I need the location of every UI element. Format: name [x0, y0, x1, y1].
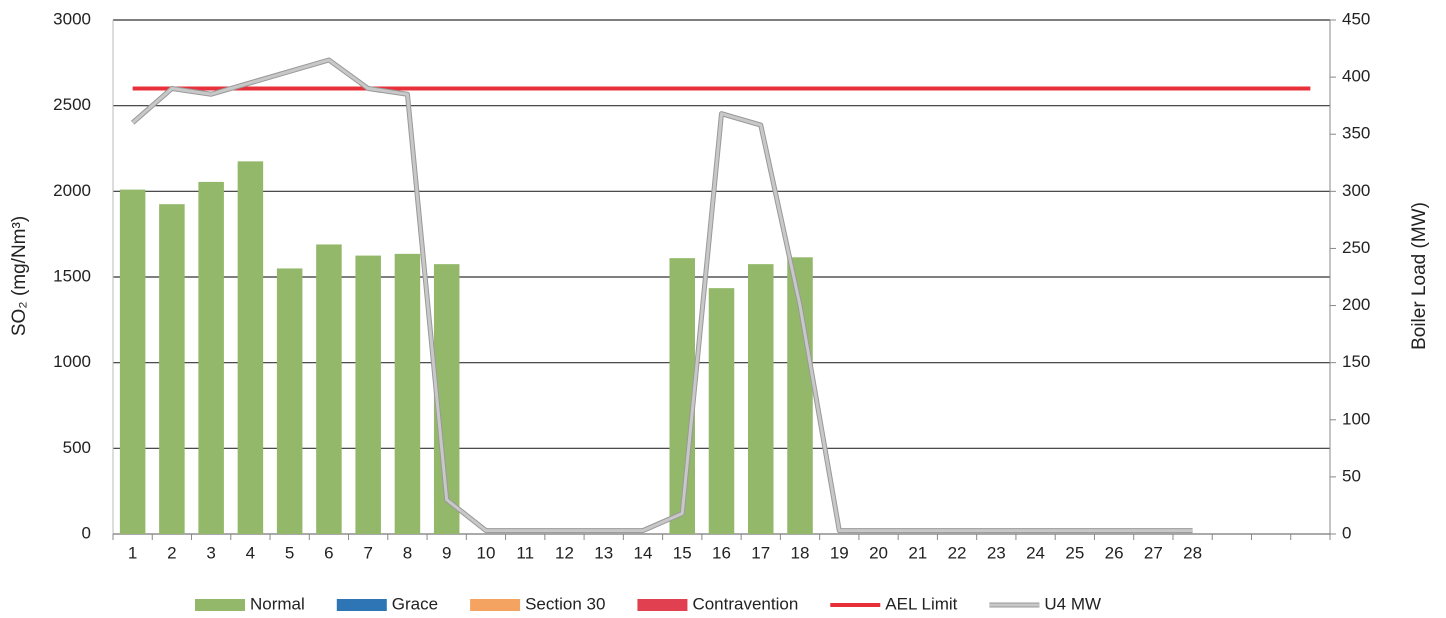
- x-tick-label: 1: [128, 543, 137, 562]
- bar: [119, 189, 146, 534]
- x-tick-label: 17: [751, 543, 770, 562]
- legend-label: U4 MW: [1044, 594, 1101, 613]
- x-tick-label: 14: [634, 543, 653, 562]
- bar: [237, 161, 264, 534]
- y2-tick-label: 450: [1342, 9, 1370, 28]
- bar: [708, 288, 735, 534]
- y-tick-label: 2500: [53, 95, 91, 114]
- x-tick-label: 16: [712, 543, 731, 562]
- x-tick-label: 2: [167, 543, 176, 562]
- x-tick-label: 24: [1026, 543, 1045, 562]
- legend-swatch: [195, 599, 245, 611]
- legend-label: AEL Limit: [885, 594, 957, 613]
- y-tick-label: 1500: [53, 266, 91, 285]
- x-tick-label: 18: [791, 543, 810, 562]
- y-axis-title: SO₂ (mg/Nm³): [9, 216, 30, 336]
- x-tick-label: 10: [476, 543, 495, 562]
- x-tick-label: 4: [246, 543, 255, 562]
- y-tick-label: 3000: [53, 9, 91, 28]
- x-tick-label: 3: [206, 543, 215, 562]
- y2-tick-label: 150: [1342, 352, 1370, 371]
- bar: [276, 268, 303, 534]
- y2-tick-label: 50: [1342, 466, 1361, 485]
- y2-tick-label: 300: [1342, 181, 1370, 200]
- y2-tick-label: 350: [1342, 124, 1370, 143]
- y-tick-label: 500: [63, 438, 91, 457]
- x-tick-label: 12: [555, 543, 574, 562]
- y-tick-label: 2000: [53, 181, 91, 200]
- y2-tick-label: 100: [1342, 409, 1370, 428]
- x-tick-label: 26: [1105, 543, 1124, 562]
- y2-tick-label: 250: [1342, 238, 1370, 257]
- legend-swatch: [470, 599, 521, 611]
- bar: [355, 255, 381, 535]
- legend-label: Contravention: [692, 594, 798, 613]
- legend-label: Section 30: [525, 594, 605, 613]
- y-tick-label: 1000: [53, 352, 91, 371]
- bar: [159, 204, 185, 534]
- line: [131, 58, 1193, 533]
- bar: [394, 253, 421, 534]
- bar: [316, 244, 342, 535]
- y2-tick-label: 0: [1342, 523, 1351, 542]
- x-tick-label: 25: [1065, 543, 1084, 562]
- x-tick-label: 23: [987, 543, 1006, 562]
- y2-tick-label: 400: [1342, 67, 1370, 86]
- x-tick-label: 7: [363, 543, 372, 562]
- legend-swatch: [637, 599, 688, 611]
- x-tick-label: 9: [442, 543, 451, 562]
- x-tick-label: 8: [403, 543, 412, 562]
- x-tick-label: 15: [673, 543, 692, 562]
- y-tick-label: 0: [82, 523, 91, 542]
- y2-tick-label: 200: [1342, 295, 1370, 314]
- x-tick-label: 5: [285, 543, 294, 562]
- x-tick-label: 13: [594, 543, 613, 562]
- x-tick-label: 21: [908, 543, 927, 562]
- x-tick-label: 20: [869, 543, 888, 562]
- x-tick-label: 11: [516, 543, 534, 562]
- x-tick-label: 6: [324, 543, 333, 562]
- x-tick-label: 22: [948, 543, 967, 562]
- legend-label: Grace: [392, 594, 438, 613]
- bar: [747, 264, 774, 534]
- x-tick-label: 19: [830, 543, 849, 562]
- x-tick-label: 28: [1183, 543, 1202, 562]
- legend-swatch: [336, 599, 387, 611]
- x-tick-label: 27: [1144, 543, 1163, 562]
- bar: [198, 181, 224, 534]
- y2-axis-title: Boiler Load (MW): [1409, 202, 1430, 350]
- legend-label: Normal: [250, 594, 305, 613]
